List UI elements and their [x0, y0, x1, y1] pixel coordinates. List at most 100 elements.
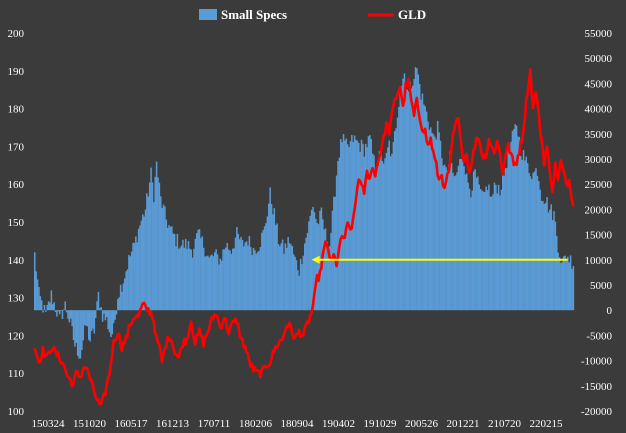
small-specs-bar: [106, 310, 108, 318]
small-specs-bar: [121, 291, 123, 311]
small-specs-bar: [403, 73, 406, 311]
small-specs-bar: [176, 233, 179, 311]
small-specs-bar: [111, 310, 114, 335]
x-tick-label: 201221: [447, 418, 480, 430]
small-specs-bar: [508, 149, 511, 311]
small-specs-bar: [99, 308, 101, 311]
small-specs-bar: [341, 142, 343, 311]
small-specs-bar: [316, 223, 318, 311]
small-specs-bar: [236, 227, 238, 311]
small-specs-bar: [143, 216, 145, 311]
small-specs-bar: [532, 172, 534, 311]
small-specs-bar: [535, 168, 537, 311]
small-specs-bar: [337, 160, 339, 311]
x-tick-label: 190402: [322, 418, 355, 430]
small-specs-bar: [144, 209, 147, 311]
right-tick-label: -15000: [581, 381, 613, 393]
small-specs-bar: [160, 196, 162, 311]
small-specs-bar: [402, 78, 404, 311]
small-specs-bar: [78, 310, 80, 359]
small-specs-bar: [457, 165, 460, 311]
small-specs-bar: [256, 251, 259, 311]
left-tick-label: 150: [8, 217, 25, 229]
small-specs-bar: [155, 161, 158, 311]
small-specs-bar: [243, 246, 245, 311]
small-specs-bar: [151, 182, 154, 311]
x-tick-label: 150324: [32, 418, 66, 430]
small-specs-bar: [35, 271, 37, 311]
small-specs-bar: [459, 158, 461, 311]
small-specs-bar: [223, 249, 226, 311]
small-specs-bar: [72, 310, 75, 341]
small-specs-bar: [406, 89, 408, 311]
small-specs-bar: [442, 165, 444, 311]
small-specs-bar: [377, 165, 379, 311]
small-specs-bar: [34, 252, 36, 311]
small-specs-bar: [129, 256, 132, 311]
small-specs-bar: [216, 254, 219, 311]
small-specs-bar: [94, 310, 97, 319]
small-specs-bar: [569, 255, 572, 311]
small-specs-bar: [244, 242, 246, 311]
small-specs-bar: [81, 310, 83, 350]
small-specs-bar: [222, 249, 224, 311]
small-specs-bar: [208, 257, 210, 311]
small-specs-bar: [338, 157, 341, 311]
small-specs-bar: [425, 111, 428, 311]
small-specs-bar: [172, 233, 174, 311]
small-specs-bar: [435, 139, 438, 311]
small-specs-bar: [306, 232, 309, 311]
left-tick-label: 100: [8, 406, 25, 418]
small-specs-bar: [502, 171, 504, 311]
small-specs-bar: [472, 171, 475, 311]
small-specs-bar: [436, 120, 439, 311]
small-specs-bar: [57, 310, 60, 312]
small-specs-bar: [547, 212, 550, 311]
small-specs-bar: [497, 184, 500, 311]
small-specs-bar: [270, 204, 273, 311]
x-tick-label: 210720: [488, 418, 522, 430]
small-specs-bar: [168, 225, 170, 311]
small-specs-bar: [479, 189, 482, 311]
small-specs-bar: [551, 219, 554, 311]
small-specs-bar: [190, 249, 192, 311]
small-specs-bar: [89, 310, 91, 342]
x-tick-label: 180904: [281, 418, 315, 430]
small-specs-bar: [82, 310, 84, 341]
small-specs-bar: [284, 243, 287, 311]
small-specs-bar: [137, 228, 140, 311]
small-specs-bar: [291, 246, 294, 311]
small-specs-bar: [165, 219, 168, 311]
small-specs-bar: [110, 310, 112, 338]
small-specs-bar: [209, 255, 212, 311]
small-specs-bar: [356, 140, 359, 311]
right-axis-ticks: -20000 -15000 -10000 -5000 0 5000 10000 15000 20…: [581, 28, 613, 418]
small-specs-bar: [273, 208, 276, 311]
small-specs-bar: [247, 245, 249, 311]
small-specs-bar: [83, 310, 86, 326]
small-specs-bar: [93, 310, 96, 334]
small-specs-bar: [371, 153, 374, 311]
left-tick-label: 180: [8, 104, 25, 116]
x-tick-label: 161213: [156, 418, 190, 430]
small-specs-bar: [398, 106, 400, 311]
small-specs-bar: [482, 191, 485, 311]
small-specs-bar: [233, 248, 235, 311]
small-specs-bar: [507, 147, 510, 311]
small-specs-bar: [298, 275, 300, 311]
small-specs-bar: [60, 310, 62, 311]
small-specs-bar: [226, 242, 228, 311]
small-specs-bar: [353, 135, 356, 311]
small-specs-bar: [490, 196, 493, 311]
small-specs-bar: [237, 233, 240, 311]
small-specs-bars: [34, 67, 575, 359]
small-specs-bar: [197, 229, 199, 311]
small-specs-bar: [196, 233, 198, 311]
small-specs-bar: [374, 173, 377, 311]
small-specs-bar: [366, 147, 368, 311]
small-specs-bar: [215, 249, 217, 311]
small-specs-bar: [335, 175, 338, 311]
small-specs-bar: [560, 262, 562, 311]
small-specs-bar: [207, 255, 209, 311]
small-specs-bar: [268, 203, 270, 311]
